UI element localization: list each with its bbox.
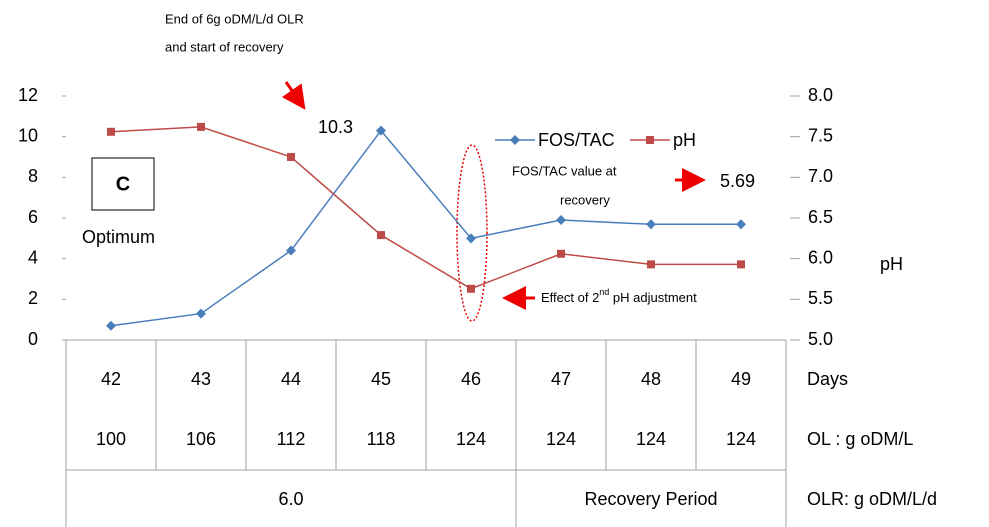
y-tick-label: 2 [28, 288, 38, 308]
point [196, 308, 206, 319]
table-cell: 124 [636, 429, 666, 449]
point [556, 215, 566, 226]
point [467, 284, 475, 293]
y2-axis-label: pH [880, 254, 903, 274]
point [557, 249, 565, 258]
point [287, 153, 295, 161]
annotation: recovery [560, 192, 610, 207]
panel-box [91, 157, 155, 211]
y-tick-label: 6 [28, 207, 38, 227]
point [646, 136, 654, 144]
y-tick-label: 12 [18, 85, 38, 105]
annotation: End of 6g oDM/L/d OLR [165, 11, 304, 26]
row-label: OL : g oDM/L [807, 429, 913, 449]
annotation-part: nd [599, 287, 609, 297]
point [466, 233, 476, 244]
point [377, 231, 385, 240]
x-tick-label: 47 [551, 369, 571, 389]
table-cell: 124 [546, 429, 576, 449]
y2-tick-label: 6.0 [808, 247, 833, 267]
x-tick-label: 46 [461, 369, 481, 389]
annotation: Optimum [82, 227, 155, 247]
point [736, 219, 746, 230]
table-cell: 100 [96, 429, 126, 449]
y2-tick-label: 5.5 [808, 288, 833, 308]
y2-tick-label: 5.0 [808, 329, 833, 349]
annotation: and start of recovery [165, 39, 284, 54]
arrow [281, 81, 306, 110]
x-tick-label: 45 [371, 369, 391, 389]
x-tick-label: 49 [731, 369, 751, 389]
point [107, 127, 115, 136]
data-label: 5.69 [720, 171, 755, 191]
annotation-part: Effect of 2 [541, 290, 599, 305]
y-tick-label: 0 [28, 329, 38, 349]
legend-label: FOS/TAC [538, 130, 615, 150]
row-label: OLR: g oDM/L/d [807, 489, 937, 509]
row-label: Days [807, 369, 848, 389]
annotation: FOS/TAC value at [512, 163, 617, 178]
annotation-part: pH adjustment [609, 290, 697, 305]
x-tick-label: 44 [281, 369, 301, 389]
legend-label: pH [673, 130, 696, 150]
x-tick-label: 48 [641, 369, 661, 389]
point [737, 260, 745, 269]
y2-tick-label: 6.5 [808, 207, 833, 227]
y-tick-label: 10 [18, 125, 38, 145]
table-cell: 106 [186, 429, 216, 449]
y-tick-label: 4 [28, 247, 38, 267]
point [376, 125, 386, 136]
panel-label: C [116, 173, 130, 195]
y2-tick-label: 8.0 [808, 85, 833, 105]
data-label: 10.3 [318, 117, 353, 137]
table-cell: 118 [367, 429, 396, 449]
x-tick-label: 42 [101, 369, 121, 389]
table-cell: 112 [277, 429, 306, 449]
y2-tick-label: 7.5 [808, 125, 833, 145]
point [106, 320, 116, 331]
table-cell: Recovery Period [584, 489, 717, 509]
highlight [456, 144, 488, 322]
table-cell: 124 [456, 429, 486, 449]
point [646, 219, 656, 230]
x-tick-label: 43 [191, 369, 211, 389]
point [647, 260, 655, 269]
table-cell: 6.0 [278, 489, 303, 509]
series-line [110, 126, 741, 290]
point [286, 245, 296, 256]
annotation: Effect of 2nd pH adjustment [541, 287, 697, 305]
y2-tick-label: 7.0 [808, 166, 833, 186]
series-line [110, 129, 741, 327]
table-cell: 124 [726, 429, 756, 449]
y-tick-label: 8 [28, 166, 38, 186]
point [197, 122, 205, 131]
point [510, 135, 520, 145]
